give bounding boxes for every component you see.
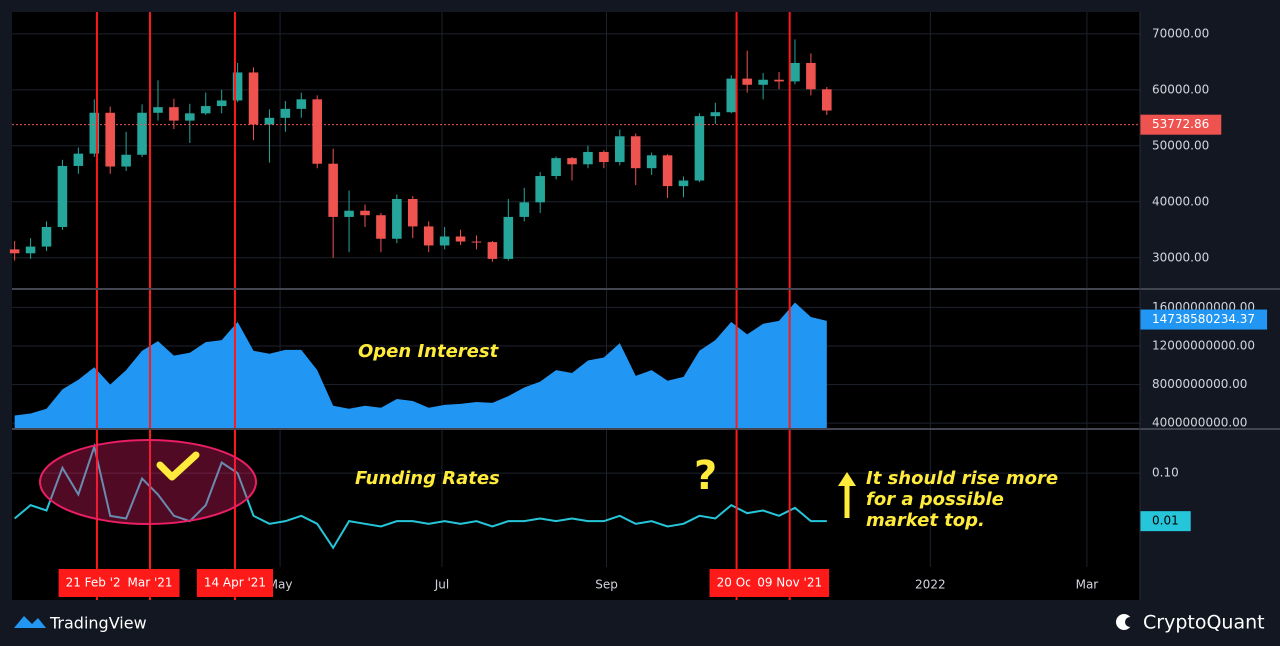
candle-body bbox=[41, 226, 52, 247]
candle-body bbox=[742, 78, 752, 85]
candle-body bbox=[726, 78, 737, 113]
last-value-label: 53772.86 bbox=[1152, 117, 1209, 131]
y-tick-label: 4000000000.00 bbox=[1152, 416, 1247, 430]
candle-body bbox=[73, 153, 84, 166]
event-label-box bbox=[196, 569, 274, 597]
candle-body bbox=[615, 136, 625, 163]
candle-body bbox=[344, 210, 354, 217]
y-tick-label: 70000.00 bbox=[1152, 26, 1209, 40]
candle-body bbox=[630, 136, 641, 169]
footer-left: TradingView bbox=[49, 614, 147, 633]
candle-body bbox=[551, 158, 561, 177]
candle-body bbox=[678, 180, 689, 187]
y-tick-label: 50000.00 bbox=[1152, 138, 1209, 152]
x-tick-label: 2022 bbox=[915, 578, 946, 592]
candle-body bbox=[439, 236, 450, 246]
candle-body bbox=[153, 107, 163, 113]
highlight-ellipse bbox=[39, 439, 257, 525]
candle-body bbox=[264, 117, 275, 125]
event-label: 14 Apr '21 bbox=[204, 576, 266, 590]
candle-body bbox=[280, 108, 291, 118]
last-value-box bbox=[1140, 309, 1268, 330]
candle-body bbox=[806, 62, 816, 90]
candle-body bbox=[822, 89, 832, 111]
event-label: 21 Feb '21 bbox=[66, 576, 129, 590]
last-value-box bbox=[1140, 114, 1222, 135]
y-tick-label: 30000.00 bbox=[1152, 250, 1209, 264]
candle-body bbox=[392, 198, 402, 239]
candle-body bbox=[248, 72, 259, 125]
candle-body bbox=[200, 106, 211, 114]
candle-body bbox=[662, 155, 673, 187]
candle-body bbox=[646, 155, 657, 169]
candle-body bbox=[137, 112, 147, 155]
candle-body bbox=[758, 79, 768, 85]
last-value-box bbox=[1140, 511, 1191, 532]
last-value-label: 14738580234.37 bbox=[1152, 312, 1255, 326]
question-mark: ? bbox=[694, 453, 717, 499]
checkmark bbox=[156, 451, 200, 481]
candle-body bbox=[599, 151, 609, 163]
candle-body bbox=[216, 100, 227, 107]
event-label: 09 Nov '21 bbox=[757, 576, 822, 590]
candle-body bbox=[9, 249, 20, 254]
candle-body bbox=[296, 99, 307, 109]
candle-body bbox=[694, 116, 705, 181]
cryptoquant-logo-cut bbox=[1125, 617, 1135, 627]
y-tick-label: 60000.00 bbox=[1152, 82, 1209, 96]
candle-body bbox=[503, 216, 514, 259]
plot-area bbox=[12, 12, 1140, 600]
chart-layer: May Jul Sep 2022 Mar 30000.00 40000.00 50000.00… bbox=[9, 12, 1268, 600]
footer-right: CryptoQuant bbox=[1143, 612, 1265, 634]
candle-body bbox=[25, 246, 36, 254]
note-line: for a possible bbox=[866, 489, 1004, 510]
candle-body bbox=[423, 226, 434, 246]
candle-body bbox=[790, 62, 800, 82]
candle-body bbox=[57, 165, 68, 227]
event-label-box bbox=[120, 569, 180, 597]
candle-body bbox=[312, 99, 323, 164]
candle-body bbox=[487, 242, 498, 259]
candle-body bbox=[774, 79, 784, 82]
area bbox=[14, 302, 827, 428]
candle-body bbox=[169, 107, 179, 121]
candle-body bbox=[89, 112, 100, 154]
note-line: It should rise more bbox=[866, 468, 1058, 489]
candle-body bbox=[185, 113, 195, 121]
candle-body bbox=[376, 215, 386, 239]
x-tick-label: May bbox=[268, 578, 293, 592]
note-line: market top. bbox=[866, 510, 985, 531]
series-label: Open Interest bbox=[358, 341, 500, 362]
candle-body bbox=[471, 241, 482, 243]
candle-body bbox=[567, 158, 577, 165]
event-label: Mar '21 bbox=[127, 576, 172, 590]
y-tick-label: 40000.00 bbox=[1152, 194, 1209, 208]
candle-body bbox=[121, 154, 131, 167]
candle-body bbox=[535, 176, 545, 203]
last-value-label: 0.01 bbox=[1152, 514, 1179, 528]
x-tick-label: Mar bbox=[1076, 578, 1099, 592]
y-tick-label: 8000000000.00 bbox=[1152, 377, 1247, 391]
candle-body bbox=[455, 236, 466, 242]
candle-body bbox=[583, 151, 593, 165]
arrow-head bbox=[838, 472, 856, 486]
candle-body bbox=[710, 112, 721, 117]
y-tick-label: 12000000000.00 bbox=[1152, 338, 1255, 352]
y-tick-label: 0.10 bbox=[1152, 466, 1179, 480]
candle-body bbox=[519, 202, 530, 217]
event-label-box bbox=[750, 569, 830, 597]
candle-body bbox=[232, 72, 243, 101]
candle-body bbox=[105, 112, 115, 167]
candle-body bbox=[360, 210, 370, 216]
x-tick-label: Sep bbox=[595, 578, 618, 592]
event-label: 20 Oct bbox=[717, 576, 757, 590]
x-tick-label: Jul bbox=[434, 578, 449, 592]
candle-body bbox=[328, 163, 338, 217]
tradingview-logo bbox=[14, 616, 46, 628]
series-label: Funding Rates bbox=[355, 468, 500, 489]
candle-body bbox=[407, 198, 418, 227]
